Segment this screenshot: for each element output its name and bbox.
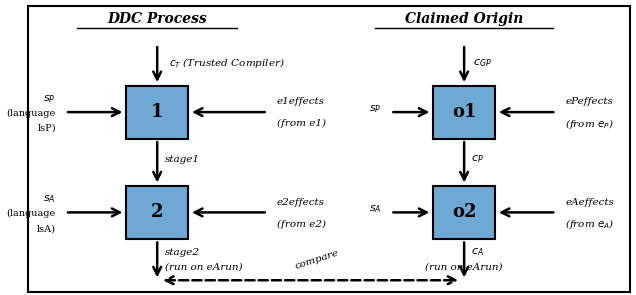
Text: e2effects: e2effects	[277, 198, 325, 206]
Text: ePeffects: ePeffects	[565, 97, 613, 106]
Text: $s_P$: $s_P$	[369, 103, 381, 115]
Text: lsA): lsA)	[37, 224, 56, 233]
FancyBboxPatch shape	[127, 86, 188, 139]
Text: (run on eArun): (run on eArun)	[425, 263, 503, 271]
Text: $c_{GP}$: $c_{GP}$	[473, 58, 492, 69]
Text: (from $e_P$): (from $e_P$)	[565, 117, 614, 131]
Text: stage1: stage1	[165, 155, 200, 164]
Text: compare: compare	[294, 249, 340, 271]
FancyBboxPatch shape	[28, 6, 630, 292]
Text: $s_A$: $s_A$	[369, 204, 381, 215]
Text: o1: o1	[452, 103, 476, 121]
Text: $s_P$: $s_P$	[43, 93, 56, 105]
Text: (from $e_A$): (from $e_A$)	[565, 217, 615, 231]
FancyBboxPatch shape	[433, 86, 495, 139]
Text: o2: o2	[452, 203, 476, 222]
Text: 2: 2	[151, 203, 163, 222]
Text: (from e1): (from e1)	[277, 119, 326, 128]
Text: DDC Process: DDC Process	[107, 12, 207, 26]
FancyBboxPatch shape	[127, 186, 188, 239]
Text: (language: (language	[6, 209, 56, 218]
FancyBboxPatch shape	[433, 186, 495, 239]
Text: $c_T$ (Trusted Compiler): $c_T$ (Trusted Compiler)	[169, 56, 286, 71]
Text: stage2: stage2	[165, 248, 200, 257]
Text: $c_A$: $c_A$	[471, 246, 485, 258]
Text: 1: 1	[151, 103, 163, 121]
Text: eAeffects: eAeffects	[565, 198, 614, 206]
Text: (run on eArun): (run on eArun)	[165, 263, 242, 271]
Text: e1effects: e1effects	[277, 97, 325, 106]
Text: Claimed Origin: Claimed Origin	[405, 12, 523, 26]
Text: $s_A$: $s_A$	[43, 193, 56, 205]
Text: $c_P$: $c_P$	[471, 153, 484, 165]
Text: (language: (language	[6, 109, 56, 118]
Text: (from e2): (from e2)	[277, 220, 326, 229]
Text: lsP): lsP)	[38, 124, 56, 133]
